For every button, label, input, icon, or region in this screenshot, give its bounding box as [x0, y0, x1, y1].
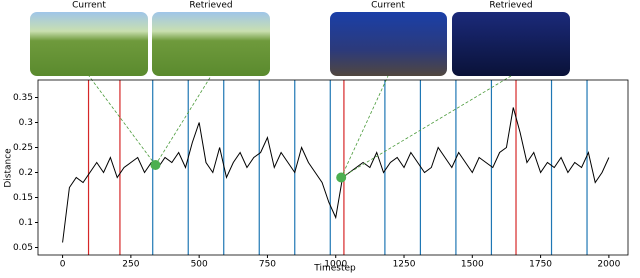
y-tick-label: 0.05: [13, 243, 33, 253]
image-caption: Retrieved: [189, 1, 232, 11]
x-tick-label: 1750: [529, 260, 552, 270]
y-tick-label: 0.2: [19, 168, 33, 178]
image-retrieved: [452, 12, 570, 76]
image-caption: Current: [371, 1, 405, 11]
x-tick-label: 750: [259, 260, 276, 270]
y-tick-label: 0.1: [19, 218, 33, 228]
series-line: [62, 107, 610, 243]
y-tick-label: 0.3: [19, 118, 33, 128]
x-tick-label: 1250: [393, 260, 416, 270]
x-tick-label: 1500: [461, 260, 484, 270]
connector: [88, 75, 156, 166]
retrieval-marker: [150, 160, 161, 170]
retrieval-marker: [336, 172, 347, 183]
connector: [155, 75, 212, 166]
x-tick-label: 250: [122, 260, 139, 270]
plot-frame: [37, 79, 629, 256]
image-caption: Current: [72, 1, 106, 11]
y-axis-label: Distance: [4, 148, 14, 188]
image-current: [330, 12, 447, 76]
connector: [340, 75, 512, 178]
x-tick-label: 500: [191, 260, 208, 270]
connector: [340, 75, 389, 178]
x-tick-label: 1000: [324, 260, 347, 270]
x-axis-label: Timestep: [313, 264, 356, 274]
image-current: [30, 12, 148, 76]
y-tick-label: 0.35: [13, 93, 33, 103]
x-tick-label: 0: [60, 260, 66, 270]
y-tick-label: 0.25: [13, 143, 33, 153]
image-caption: Retrieved: [489, 1, 532, 11]
image-retrieved: [152, 12, 270, 76]
y-tick-label: 0.15: [13, 193, 33, 203]
x-tick-label: 2000: [597, 260, 620, 270]
